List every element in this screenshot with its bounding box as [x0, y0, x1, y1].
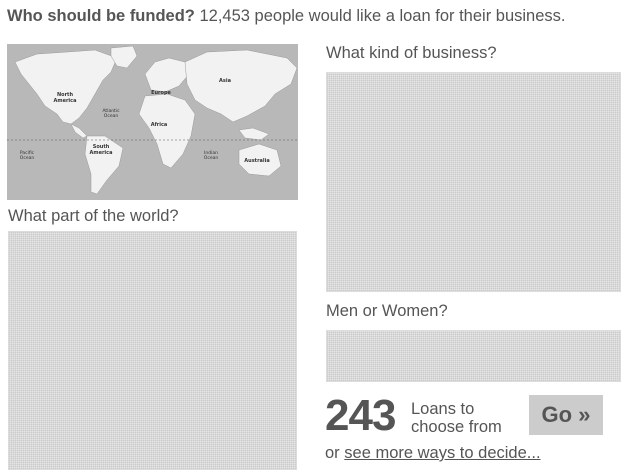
- map-region-north-america[interactable]: [14, 49, 118, 125]
- map-label-africa: Africa: [151, 122, 168, 128]
- region-section-label: What part of the world?: [8, 207, 179, 225]
- business-section-label: What kind of business?: [326, 44, 497, 62]
- map-label-pacific-2: Ocean: [20, 155, 35, 161]
- business-filter-panel[interactable]: [326, 72, 621, 292]
- headline-question: Who should be funded?: [7, 7, 195, 25]
- region-filter-panel[interactable]: [8, 231, 297, 470]
- loan-count-caption-line2: choose from: [411, 418, 502, 436]
- map-label-south-america-1: South: [93, 144, 110, 150]
- map-region-central-america: [70, 123, 88, 139]
- more-ways-prefix: or: [325, 444, 340, 462]
- map-label-north-america-1: North: [57, 92, 73, 98]
- map-region-south-america[interactable]: [84, 135, 124, 195]
- map-label-australia: Australia: [244, 158, 269, 164]
- map-label-atlantic-1: Atlantic: [102, 108, 120, 114]
- map-region-australia[interactable]: [238, 143, 282, 177]
- world-map[interactable]: North America Atlantic Ocean Europe Asia A…: [7, 44, 298, 200]
- map-label-atlantic-2: Ocean: [104, 113, 119, 119]
- loan-count-caption: Loans to choose from: [411, 400, 502, 436]
- loan-count-caption-line1: Loans to: [411, 400, 475, 418]
- map-label-europe: Europe: [151, 90, 171, 96]
- more-ways-line: or see more ways to decide...: [325, 444, 541, 463]
- go-button[interactable]: Go »: [529, 395, 603, 435]
- gender-filter-panel[interactable]: [326, 330, 621, 382]
- map-label-north-america-2: America: [54, 98, 77, 104]
- map-region-se-asia: [238, 127, 270, 141]
- headline-statement: 12,453 people would like a loan for thei…: [199, 7, 566, 25]
- page-headline: Who should be funded? 12,453 people woul…: [7, 7, 565, 26]
- map-label-pacific-1: Pacific: [20, 150, 35, 156]
- map-label-indian-1: Indian: [204, 150, 218, 156]
- see-more-ways-link[interactable]: see more ways to decide...: [344, 444, 541, 462]
- world-map-graphic: North America Atlantic Ocean Europe Asia A…: [7, 44, 298, 200]
- map-label-south-america-2: America: [90, 150, 113, 156]
- loan-count: 243: [325, 391, 396, 440]
- map-label-indian-2: Ocean: [204, 155, 219, 161]
- map-region-asia[interactable]: [184, 49, 298, 123]
- gender-section-label: Men or Women?: [326, 302, 448, 320]
- map-region-greenland: [110, 45, 138, 69]
- map-label-asia: Asia: [219, 78, 231, 84]
- map-region-africa[interactable]: [138, 93, 196, 169]
